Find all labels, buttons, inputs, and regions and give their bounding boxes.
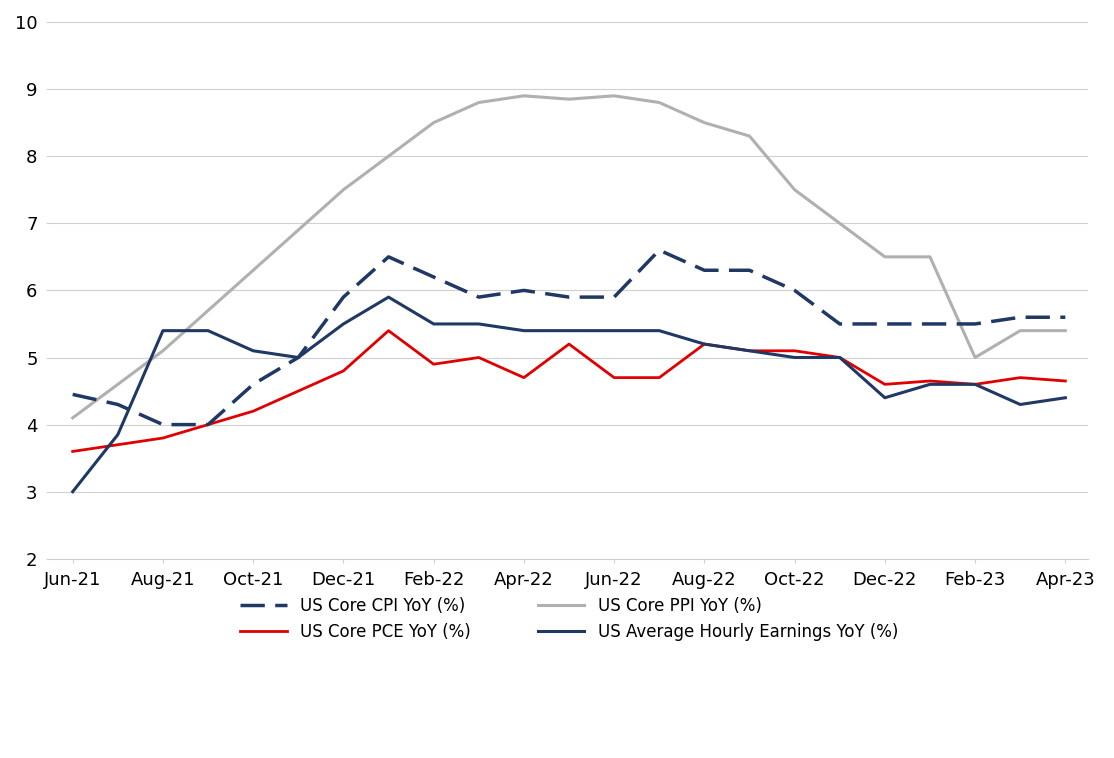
US Core CPI YoY (%) <box>427 272 440 281</box>
US Average Hourly Earnings YoY (%) <box>517 326 530 335</box>
US Core CPI YoY (%) <box>156 420 169 429</box>
US Core PCE YoY (%) <box>968 380 981 389</box>
US Core PPI YoY (%) <box>743 132 756 141</box>
US Core CPI YoY (%) <box>292 353 305 362</box>
Legend: US Core CPI YoY (%), US Core PCE YoY (%), US Core PPI YoY (%), US Average Hourly: US Core CPI YoY (%), US Core PCE YoY (%)… <box>224 580 915 658</box>
US Core PPI YoY (%) <box>924 252 937 262</box>
US Core PCE YoY (%) <box>156 434 169 443</box>
US Core PCE YoY (%) <box>563 340 576 349</box>
US Average Hourly Earnings YoY (%) <box>427 319 440 328</box>
US Core PPI YoY (%) <box>292 225 305 234</box>
US Core PPI YoY (%) <box>156 346 169 356</box>
US Core PPI YoY (%) <box>788 185 801 194</box>
US Core PCE YoY (%) <box>472 353 486 362</box>
US Average Hourly Earnings YoY (%) <box>156 326 169 335</box>
US Core PPI YoY (%) <box>697 118 711 127</box>
US Core PCE YoY (%) <box>788 346 801 356</box>
US Average Hourly Earnings YoY (%) <box>1058 393 1072 402</box>
US Core PCE YoY (%) <box>924 377 937 386</box>
US Core PCE YoY (%) <box>607 373 620 382</box>
US Core CPI YoY (%) <box>246 380 260 389</box>
US Average Hourly Earnings YoY (%) <box>653 326 666 335</box>
US Core PCE YoY (%) <box>1058 377 1072 386</box>
US Core PPI YoY (%) <box>111 380 125 389</box>
US Core PPI YoY (%) <box>563 95 576 104</box>
US Core PPI YoY (%) <box>66 413 79 422</box>
US Core PPI YoY (%) <box>607 91 620 100</box>
US Core PCE YoY (%) <box>697 340 711 349</box>
US Core PCE YoY (%) <box>66 447 79 456</box>
US Core PPI YoY (%) <box>472 98 486 107</box>
US Core CPI YoY (%) <box>653 246 666 255</box>
US Core PPI YoY (%) <box>1058 326 1072 335</box>
US Core CPI YoY (%) <box>924 319 937 328</box>
US Core CPI YoY (%) <box>66 390 79 399</box>
US Average Hourly Earnings YoY (%) <box>292 353 305 362</box>
US Average Hourly Earnings YoY (%) <box>246 346 260 356</box>
US Core PCE YoY (%) <box>517 373 530 382</box>
US Average Hourly Earnings YoY (%) <box>924 380 937 389</box>
US Core PPI YoY (%) <box>878 252 891 262</box>
US Core CPI YoY (%) <box>472 293 486 302</box>
US Core PCE YoY (%) <box>336 366 350 375</box>
Line: US Core CPI YoY (%): US Core CPI YoY (%) <box>72 250 1065 424</box>
US Average Hourly Earnings YoY (%) <box>202 326 215 335</box>
US Core PCE YoY (%) <box>111 440 125 449</box>
US Core PCE YoY (%) <box>1014 373 1027 382</box>
US Average Hourly Earnings YoY (%) <box>788 353 801 362</box>
US Average Hourly Earnings YoY (%) <box>563 326 576 335</box>
US Core PPI YoY (%) <box>336 185 350 194</box>
US Core CPI YoY (%) <box>833 319 847 328</box>
US Core PPI YoY (%) <box>1014 326 1027 335</box>
US Core PCE YoY (%) <box>382 326 395 335</box>
US Core CPI YoY (%) <box>697 266 711 275</box>
US Core CPI YoY (%) <box>517 286 530 295</box>
US Core CPI YoY (%) <box>336 293 350 302</box>
US Core PCE YoY (%) <box>653 373 666 382</box>
US Average Hourly Earnings YoY (%) <box>607 326 620 335</box>
US Average Hourly Earnings YoY (%) <box>111 430 125 439</box>
US Average Hourly Earnings YoY (%) <box>968 380 981 389</box>
Line: US Core PPI YoY (%): US Core PPI YoY (%) <box>72 96 1065 418</box>
US Core PPI YoY (%) <box>427 118 440 127</box>
US Average Hourly Earnings YoY (%) <box>336 319 350 328</box>
US Core PCE YoY (%) <box>427 359 440 368</box>
Line: US Average Hourly Earnings YoY (%): US Average Hourly Earnings YoY (%) <box>72 297 1065 492</box>
US Core CPI YoY (%) <box>382 252 395 262</box>
US Average Hourly Earnings YoY (%) <box>743 346 756 356</box>
US Core CPI YoY (%) <box>968 319 981 328</box>
US Core PPI YoY (%) <box>382 152 395 161</box>
US Core CPI YoY (%) <box>743 266 756 275</box>
US Average Hourly Earnings YoY (%) <box>382 293 395 302</box>
US Average Hourly Earnings YoY (%) <box>833 353 847 362</box>
US Core PCE YoY (%) <box>833 353 847 362</box>
US Core CPI YoY (%) <box>1058 313 1072 322</box>
US Core CPI YoY (%) <box>1014 313 1027 322</box>
US Core CPI YoY (%) <box>202 420 215 429</box>
US Average Hourly Earnings YoY (%) <box>697 340 711 349</box>
US Average Hourly Earnings YoY (%) <box>472 319 486 328</box>
US Core PCE YoY (%) <box>743 346 756 356</box>
Line: US Core PCE YoY (%): US Core PCE YoY (%) <box>72 330 1065 452</box>
US Core PCE YoY (%) <box>202 420 215 429</box>
US Core CPI YoY (%) <box>788 286 801 295</box>
US Average Hourly Earnings YoY (%) <box>66 487 79 496</box>
US Core CPI YoY (%) <box>878 319 891 328</box>
US Average Hourly Earnings YoY (%) <box>878 393 891 402</box>
US Core PPI YoY (%) <box>202 306 215 315</box>
US Core PCE YoY (%) <box>878 380 891 389</box>
US Core PPI YoY (%) <box>653 98 666 107</box>
US Core PPI YoY (%) <box>968 353 981 362</box>
US Average Hourly Earnings YoY (%) <box>1014 400 1027 409</box>
US Core PCE YoY (%) <box>246 406 260 415</box>
US Core CPI YoY (%) <box>607 293 620 302</box>
US Core CPI YoY (%) <box>111 400 125 409</box>
US Core PCE YoY (%) <box>292 387 305 396</box>
US Core CPI YoY (%) <box>563 293 576 302</box>
US Core PPI YoY (%) <box>833 219 847 228</box>
US Core PPI YoY (%) <box>517 91 530 100</box>
US Core PPI YoY (%) <box>246 266 260 275</box>
